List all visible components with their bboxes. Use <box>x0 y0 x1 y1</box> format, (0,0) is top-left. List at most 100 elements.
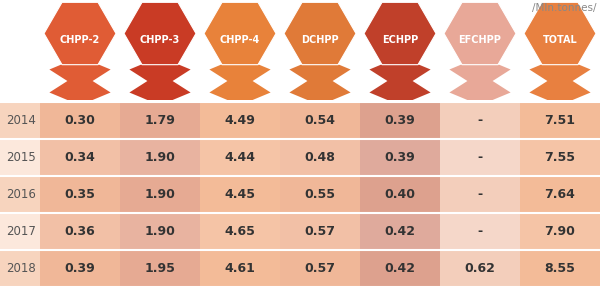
Polygon shape <box>289 62 350 81</box>
Text: 2018: 2018 <box>6 262 36 275</box>
Bar <box>520 176 600 213</box>
Text: TOTAL: TOTAL <box>542 35 577 45</box>
Text: /Mln.tonnes/: /Mln.tonnes/ <box>533 3 597 13</box>
Text: 2015: 2015 <box>6 151 36 164</box>
Text: ECHPP: ECHPP <box>382 35 418 45</box>
Polygon shape <box>529 81 590 100</box>
Text: 0.39: 0.39 <box>65 262 95 275</box>
Text: 0.57: 0.57 <box>305 225 335 238</box>
Bar <box>40 250 120 287</box>
Text: 2017: 2017 <box>6 225 36 238</box>
Polygon shape <box>364 2 436 65</box>
Polygon shape <box>130 81 191 100</box>
Polygon shape <box>289 81 350 100</box>
Text: 0.62: 0.62 <box>464 262 496 275</box>
Bar <box>440 213 520 250</box>
Text: EFCHPP: EFCHPP <box>458 35 502 45</box>
Text: 8.55: 8.55 <box>545 262 575 275</box>
Polygon shape <box>529 62 590 81</box>
Polygon shape <box>370 62 431 81</box>
Text: 4.49: 4.49 <box>224 114 256 127</box>
Polygon shape <box>130 62 191 81</box>
Bar <box>360 213 440 250</box>
Text: 0.48: 0.48 <box>305 151 335 164</box>
Polygon shape <box>44 2 116 65</box>
Polygon shape <box>124 2 196 65</box>
Bar <box>280 250 360 287</box>
Bar <box>280 102 360 139</box>
Bar <box>0 250 600 287</box>
Bar <box>0 102 600 139</box>
Text: 0.55: 0.55 <box>305 188 335 201</box>
Bar <box>520 102 600 139</box>
Text: 0.35: 0.35 <box>65 188 95 201</box>
Text: 0.39: 0.39 <box>385 151 415 164</box>
Bar <box>200 102 280 139</box>
Text: 4.65: 4.65 <box>224 225 256 238</box>
Text: 0.34: 0.34 <box>65 151 95 164</box>
Text: 4.45: 4.45 <box>224 188 256 201</box>
Text: -: - <box>478 225 482 238</box>
Bar <box>200 250 280 287</box>
Polygon shape <box>524 2 596 65</box>
Text: -: - <box>478 114 482 127</box>
Bar <box>120 213 200 250</box>
Text: -: - <box>478 151 482 164</box>
Polygon shape <box>49 62 110 81</box>
Text: 0.42: 0.42 <box>385 262 415 275</box>
Polygon shape <box>209 81 271 100</box>
Text: 0.36: 0.36 <box>65 225 95 238</box>
Bar <box>360 139 440 176</box>
Polygon shape <box>444 2 516 65</box>
Bar <box>280 213 360 250</box>
Text: 4.61: 4.61 <box>224 262 256 275</box>
Bar <box>0 213 600 250</box>
Text: 2016: 2016 <box>6 188 36 201</box>
Bar <box>200 213 280 250</box>
Bar <box>520 213 600 250</box>
Text: 0.57: 0.57 <box>305 262 335 275</box>
Bar <box>40 139 120 176</box>
Text: 4.44: 4.44 <box>224 151 256 164</box>
Text: 0.42: 0.42 <box>385 225 415 238</box>
Polygon shape <box>284 2 356 65</box>
Text: 0.54: 0.54 <box>305 114 335 127</box>
Text: 0.30: 0.30 <box>65 114 95 127</box>
Bar <box>360 102 440 139</box>
Text: 7.64: 7.64 <box>545 188 575 201</box>
Bar <box>120 102 200 139</box>
Bar <box>0 176 600 213</box>
Bar <box>520 250 600 287</box>
Polygon shape <box>49 81 110 100</box>
Bar <box>40 213 120 250</box>
Text: 1.90: 1.90 <box>145 151 175 164</box>
Text: 7.51: 7.51 <box>545 114 575 127</box>
Bar <box>440 139 520 176</box>
Bar <box>520 139 600 176</box>
Bar <box>120 139 200 176</box>
Bar <box>360 176 440 213</box>
Text: 1.79: 1.79 <box>145 114 175 127</box>
Bar <box>40 102 120 139</box>
Bar <box>440 176 520 213</box>
Text: 0.39: 0.39 <box>385 114 415 127</box>
Polygon shape <box>449 81 511 100</box>
Text: CHPP-2: CHPP-2 <box>60 35 100 45</box>
Bar <box>120 176 200 213</box>
Polygon shape <box>370 81 431 100</box>
Text: 1.90: 1.90 <box>145 188 175 201</box>
Polygon shape <box>209 62 271 81</box>
Bar <box>440 102 520 139</box>
Text: -: - <box>478 188 482 201</box>
Bar <box>120 250 200 287</box>
Text: DCHPP: DCHPP <box>301 35 339 45</box>
Text: CHPP-3: CHPP-3 <box>140 35 180 45</box>
Bar <box>40 176 120 213</box>
Bar <box>280 176 360 213</box>
Text: 7.90: 7.90 <box>545 225 575 238</box>
Text: 0.40: 0.40 <box>385 188 415 201</box>
Text: 1.95: 1.95 <box>145 262 175 275</box>
Text: 2014: 2014 <box>6 114 36 127</box>
Bar <box>440 250 520 287</box>
Text: CHPP-4: CHPP-4 <box>220 35 260 45</box>
